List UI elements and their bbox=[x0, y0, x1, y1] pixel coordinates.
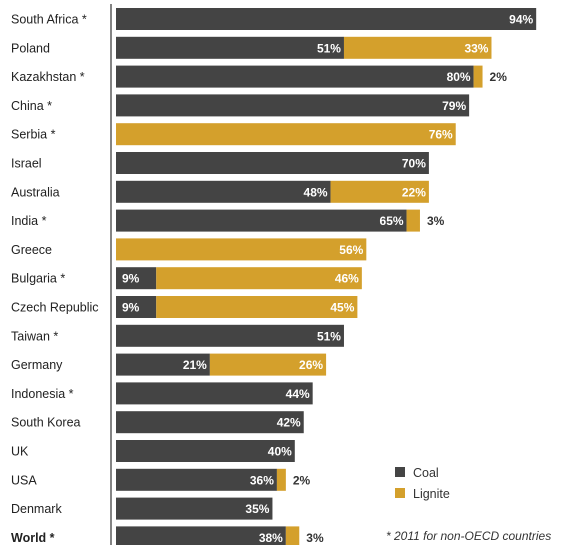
data-label-lignite-australia: 22% bbox=[402, 185, 426, 199]
bar-coal-australia bbox=[116, 180, 331, 203]
bar-coal-taiwan bbox=[116, 324, 344, 347]
category-label-south-korea: South Korea bbox=[11, 416, 81, 430]
category-labels: South Africa * Poland Kazakhstan * China * S… bbox=[11, 13, 99, 545]
bar-coal-south-korea bbox=[116, 411, 304, 434]
legend-label-coal: Coal bbox=[413, 466, 439, 480]
category-label-bulgaria: Bulgaria * bbox=[11, 272, 65, 286]
data-label-coal-czech-republic: 9% bbox=[122, 301, 140, 315]
category-label-taiwan: Taiwan * bbox=[11, 329, 58, 343]
bar-lignite-australia bbox=[330, 180, 429, 203]
category-label-usa: USA bbox=[11, 473, 37, 487]
bar-lignite-kazakhstan bbox=[473, 65, 483, 88]
bar-coal-usa bbox=[116, 468, 277, 491]
legend-swatch-coal bbox=[395, 467, 405, 477]
bar-lignite-czech-republic bbox=[156, 296, 358, 318]
bar-coal-china bbox=[116, 94, 470, 117]
data-label-lignite-kazakhstan: 2% bbox=[490, 70, 508, 84]
bar-coal-uk bbox=[116, 440, 295, 462]
data-label-lignite-usa: 2% bbox=[293, 473, 311, 487]
data-label-coal-denmark: 35% bbox=[245, 502, 269, 516]
category-label-south-africa: South Africa * bbox=[11, 13, 87, 27]
data-label-lignite-greece: 56% bbox=[339, 243, 363, 257]
legend: Coal Lignite bbox=[395, 466, 450, 501]
bar-coal-israel bbox=[116, 152, 429, 174]
bar-coal-poland bbox=[116, 36, 344, 59]
legend-label-lignite: Lignite bbox=[413, 487, 450, 501]
bar-coal-south-africa bbox=[116, 8, 537, 30]
bar-coal-czech-republic bbox=[116, 296, 157, 318]
category-label-india: India * bbox=[11, 214, 47, 228]
bar-coal-bulgaria bbox=[116, 267, 157, 290]
category-label-germany: Germany bbox=[11, 358, 63, 372]
bar-coal-denmark bbox=[116, 497, 273, 520]
category-label-denmark: Denmark bbox=[11, 502, 62, 516]
data-label-coal-kazakhstan: 80% bbox=[447, 70, 471, 84]
bar-lignite-world bbox=[285, 526, 300, 545]
data-label-coal-australia: 48% bbox=[304, 185, 328, 199]
category-label-uk: UK bbox=[11, 445, 29, 459]
data-label-lignite-india: 3% bbox=[427, 214, 445, 228]
bar-lignite-greece bbox=[116, 238, 367, 261]
category-label-israel: Israel bbox=[11, 157, 42, 171]
footnote: * 2011 for non-OECD countries bbox=[386, 529, 551, 543]
category-label-australia: Australia bbox=[11, 185, 60, 199]
data-label-lignite-poland: 33% bbox=[464, 41, 488, 55]
legend-swatch-lignite bbox=[395, 488, 405, 498]
category-label-kazakhstan: Kazakhstan * bbox=[11, 70, 85, 84]
data-label-coal-germany: 21% bbox=[183, 358, 207, 372]
bars: 94% 51% 33% 80% 2% 79% 76% 70% 48% 22% 65% 3% 56% 9% 4… bbox=[116, 8, 537, 545]
category-label-china: China * bbox=[11, 99, 52, 113]
bar-lignite-poland bbox=[343, 36, 492, 59]
data-label-coal-world: 38% bbox=[259, 531, 283, 545]
category-label-poland: Poland bbox=[11, 41, 50, 55]
data-label-coal-indonesia: 44% bbox=[286, 387, 310, 401]
bar-lignite-bulgaria bbox=[156, 267, 362, 290]
bar-lignite-germany bbox=[209, 353, 327, 376]
data-label-lignite-germany: 26% bbox=[299, 358, 323, 372]
bar-coal-germany bbox=[116, 353, 210, 376]
data-label-coal-usa: 36% bbox=[250, 473, 274, 487]
data-label-coal-china: 79% bbox=[442, 99, 466, 113]
data-label-coal-uk: 40% bbox=[268, 445, 292, 459]
bar-coal-world bbox=[116, 526, 286, 545]
category-label-indonesia: Indonesia * bbox=[11, 387, 74, 401]
bar-coal-kazakhstan bbox=[116, 65, 474, 88]
category-label-serbia: Serbia * bbox=[11, 128, 56, 142]
data-label-lignite-bulgaria: 46% bbox=[335, 272, 359, 286]
data-label-lignite-world: 3% bbox=[306, 531, 324, 545]
data-label-coal-south-africa: 94% bbox=[509, 13, 533, 27]
category-label-world: World * bbox=[11, 531, 55, 545]
data-label-coal-taiwan: 51% bbox=[317, 329, 341, 343]
category-label-czech-republic: Czech Republic bbox=[11, 301, 99, 315]
data-label-coal-south-korea: 42% bbox=[277, 416, 301, 430]
bar-lignite-india bbox=[406, 209, 420, 232]
bar-coal-indonesia bbox=[116, 382, 313, 405]
data-label-coal-bulgaria: 9% bbox=[122, 272, 140, 286]
data-label-coal-israel: 70% bbox=[402, 157, 426, 171]
data-label-coal-poland: 51% bbox=[317, 41, 341, 55]
data-label-lignite-czech-republic: 45% bbox=[330, 301, 354, 315]
bar-lignite-usa bbox=[276, 468, 286, 491]
bar-coal-india bbox=[116, 209, 407, 232]
bar-lignite-serbia bbox=[116, 123, 456, 146]
category-label-greece: Greece bbox=[11, 243, 52, 257]
data-label-coal-india: 65% bbox=[380, 214, 404, 228]
data-label-lignite-serbia: 76% bbox=[429, 128, 453, 142]
